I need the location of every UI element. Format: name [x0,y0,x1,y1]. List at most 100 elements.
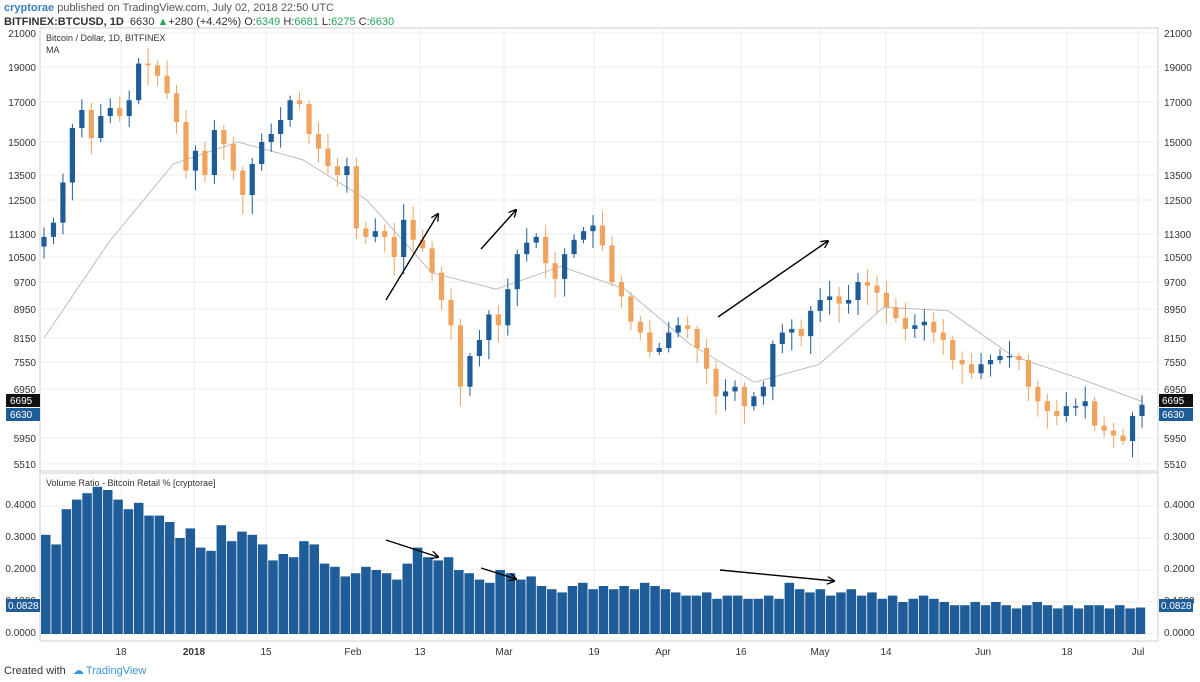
volume-bar [154,515,165,634]
candle [987,354,994,377]
volume-bar [743,598,753,634]
volume-bar [51,544,61,634]
volume-tick: 0.0000 [5,628,36,639]
candle [41,227,47,259]
author-link[interactable]: cryptorae [4,2,55,14]
candle [1044,393,1050,429]
candle [391,222,397,277]
volume-bar [1053,608,1063,634]
time-tick: 19 [588,647,600,658]
candle [637,315,643,341]
open-label: O: [244,16,256,28]
candle [382,224,388,253]
volume-bar [257,544,268,634]
price-value-tag: 6630 [10,410,33,421]
candle [353,157,359,239]
volume-bar [113,499,123,634]
candle [296,91,303,109]
change-up-icon: ▲ [157,16,169,28]
candle [808,306,814,355]
low-label: L: [321,16,332,28]
candle [855,272,861,315]
volume-bar [319,563,330,634]
candle [60,173,66,235]
candle [590,215,596,249]
price-tick: 19000 [1164,63,1192,74]
volume-bar [185,528,196,634]
price-tick: 9700 [1164,278,1187,289]
ma-line [43,141,1143,402]
volume-bar [206,550,216,634]
time-tick: 13 [414,647,426,658]
volume-bar [1125,608,1135,634]
candle [1054,400,1060,426]
candle [344,157,350,193]
candle [476,329,483,367]
candle [192,145,199,191]
time-axis[interactable]: 18 2018 15 Feb 13 Mar 19 Apr 16 May 14 J… [115,647,1144,658]
candle [562,248,568,297]
volume-bar [195,547,206,634]
price-pane[interactable] [39,27,1159,472]
volume-bar [1022,605,1032,634]
candle [495,305,501,343]
tradingview-link[interactable]: TradingView [85,665,147,677]
price-tick: 7550 [14,358,37,369]
volume-bar [350,573,361,634]
price-tick: 21000 [8,29,36,40]
candlestick-series [41,48,1145,458]
price-tick: 5510 [1164,460,1187,471]
candle [722,379,729,411]
volume-bar [619,586,629,634]
volume-bar [794,589,805,634]
volume-bar [949,605,960,634]
volume-bar [887,595,898,634]
volume-bar [247,534,258,634]
volume-tick: 0.3000 [5,532,36,543]
volume-bar [701,592,712,634]
candle [363,221,369,244]
volume-bar [92,486,103,634]
price-tick: 13500 [1164,171,1192,182]
price-tick: 5950 [14,434,37,445]
volume-bar [608,589,619,634]
candle [88,102,94,155]
volume-bar [970,602,980,634]
candle [609,236,615,287]
price-tick: 6950 [14,385,37,396]
volume-bar [536,586,547,634]
price-tick: 19000 [8,63,36,74]
time-tick: Mar [495,647,513,658]
candle [703,339,710,385]
tradingview-logo-icon[interactable]: ☁ [72,665,84,677]
candle [221,124,227,161]
low-value: 6275 [331,16,356,28]
volume-bar [1001,605,1011,634]
publish-text: published on TradingView.com, July 02, 2… [57,2,335,14]
volume-bar [578,582,588,634]
volume-tick: 0.0000 [1164,628,1195,639]
volume-bar [361,566,371,634]
candle [145,48,151,85]
publish-info: cryptorae published on TradingView.com, … [4,2,334,14]
price-tick: 15000 [8,138,36,149]
price-axis[interactable]: 21000 19000 17000 15000 13500 12500 1130… [8,29,1192,471]
volume-bar [1094,605,1104,634]
symbol-name: BITFINEX:BTCUSD, 1D [4,16,124,28]
symbol-legend: BITFINEX:BTCUSD, 1D 6630 ▲+280 (+4.42%) … [4,16,394,28]
candle [259,133,265,171]
candle [779,324,785,354]
price-tick: 11300 [1164,230,1192,241]
volume-bar [505,573,516,634]
volume-value-tag: 0.0828 [8,601,39,612]
volume-bar [340,576,351,634]
candle [817,287,823,323]
candle [240,166,246,215]
candle [902,302,908,341]
candle [202,141,208,183]
candle [1073,398,1079,417]
time-tick: 16 [735,647,747,658]
candle [836,286,842,323]
candle [760,381,766,405]
